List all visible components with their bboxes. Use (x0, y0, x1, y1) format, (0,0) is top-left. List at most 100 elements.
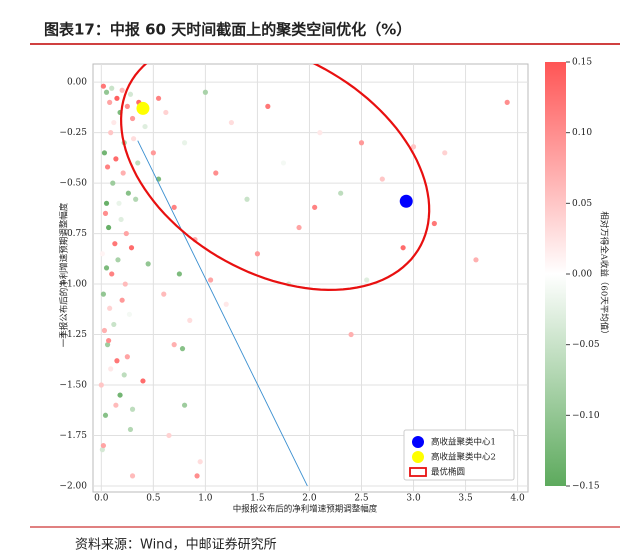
colorbar-tick-label: −0.05 (572, 340, 600, 350)
point (133, 196, 139, 202)
point (124, 103, 130, 109)
legend-label: 高收益聚类中心2 (431, 452, 496, 463)
y-tick-label: −1.25 (59, 330, 87, 340)
colorbar (545, 62, 566, 486)
point (120, 170, 126, 176)
point (129, 473, 136, 479)
point (265, 103, 271, 109)
point (228, 119, 235, 126)
point (140, 378, 146, 384)
x-tick-label: 0.5 (146, 494, 161, 504)
point (128, 245, 135, 251)
point (103, 200, 110, 206)
point (213, 170, 219, 176)
point (358, 140, 365, 146)
cluster-center (399, 194, 413, 208)
point (110, 180, 116, 186)
point (109, 271, 115, 277)
point (442, 150, 448, 156)
point (400, 245, 406, 251)
point (312, 204, 318, 210)
point (142, 123, 148, 130)
point (121, 372, 127, 378)
point (117, 392, 123, 398)
colorbar-tick-label: 0.00 (572, 270, 592, 280)
point (179, 346, 186, 352)
point (163, 109, 169, 116)
y-tick-label: 0.00 (67, 78, 87, 88)
point (115, 257, 121, 263)
x-tick-label: 0.0 (94, 494, 109, 504)
point (100, 442, 107, 449)
colorbar-tick-label: 0.10 (572, 128, 592, 138)
x-tick-label: 3.0 (406, 494, 421, 504)
cluster-center (136, 101, 150, 115)
point (155, 95, 162, 101)
legend-swatch (412, 436, 424, 448)
source: 资料来源：Wind，中邮证券研究所 (75, 537, 277, 553)
y-tick-label: −0.75 (59, 229, 87, 239)
legend-label: 高收益聚类中心1 (431, 437, 496, 448)
point (145, 261, 151, 267)
y-tick-label: −0.25 (59, 128, 87, 138)
point (122, 281, 128, 287)
legend-swatch (409, 467, 427, 477)
point (107, 305, 113, 311)
y-tick-label: −2.00 (59, 481, 87, 491)
point (103, 89, 110, 95)
point (104, 164, 111, 170)
point (106, 224, 112, 231)
point (166, 432, 172, 439)
point (104, 342, 111, 348)
x-tick-label: 1.5 (250, 494, 265, 504)
point (98, 382, 104, 388)
point (114, 95, 120, 101)
point (108, 130, 114, 136)
point (124, 354, 130, 360)
point (113, 156, 119, 162)
point (254, 251, 261, 257)
x-axis-label: 中报报公布后的净利增速预期调整幅度 (233, 504, 378, 515)
colorbar-tick-label: 0.05 (572, 199, 592, 209)
point (119, 87, 125, 93)
point (207, 277, 214, 283)
point (135, 160, 141, 166)
point (130, 136, 137, 142)
point (123, 230, 129, 237)
point (111, 321, 117, 328)
y-tick-label: −1.75 (59, 431, 87, 441)
point (473, 257, 479, 263)
point (223, 301, 229, 307)
point (127, 91, 134, 97)
point (161, 291, 167, 297)
point (431, 220, 437, 227)
point (197, 459, 203, 465)
point (107, 99, 113, 105)
title: 图表17：中报 60 天时间截面上的聚类空间优化（%） (44, 21, 411, 39)
point (280, 160, 287, 166)
point (348, 331, 354, 338)
y-tick-label: −0.50 (59, 179, 87, 189)
colorbar-label: 相对万得全A收益（60天平均值） (599, 211, 610, 338)
fit-line (137, 140, 308, 487)
x-tick-label: 1.0 (198, 494, 213, 504)
point (101, 150, 108, 156)
point (103, 265, 110, 271)
point (112, 241, 118, 247)
point (194, 473, 200, 479)
point (150, 150, 156, 156)
point (410, 144, 417, 150)
point (108, 366, 114, 372)
legend-swatch (412, 451, 424, 463)
point (114, 358, 120, 364)
point (99, 447, 105, 453)
point (102, 412, 109, 418)
y-tick-label: −1.50 (59, 381, 87, 391)
point (181, 402, 188, 408)
plot-area (92, 63, 529, 493)
colorbar-tick-label: −0.10 (572, 411, 600, 421)
point (171, 204, 177, 210)
point (171, 342, 177, 348)
point (99, 251, 105, 257)
